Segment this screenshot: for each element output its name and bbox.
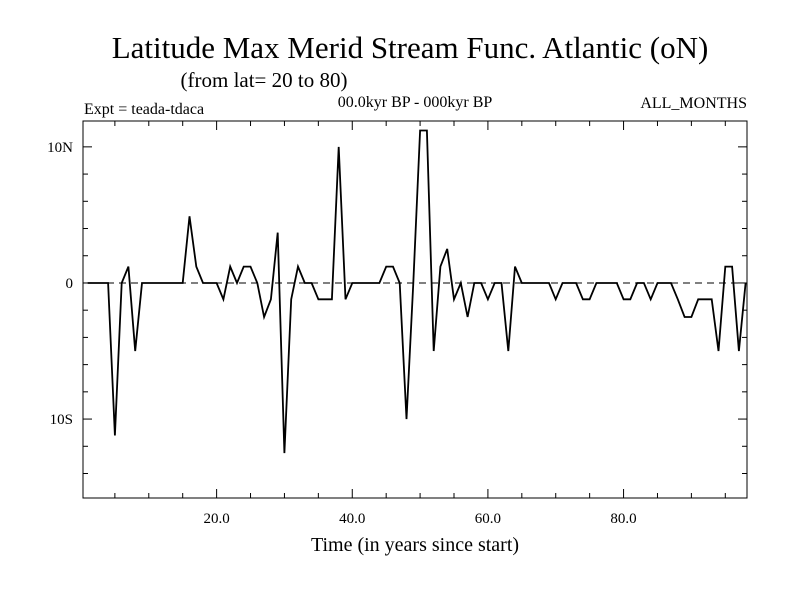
x-tick-label: 80.0 bbox=[610, 511, 636, 527]
x-tick-label: 20.0 bbox=[203, 511, 229, 527]
series-line bbox=[87, 129, 747, 454]
x-tick-label: 40.0 bbox=[339, 511, 365, 527]
y-tick-label: 10S bbox=[50, 412, 73, 428]
plot-frame bbox=[82, 120, 748, 499]
chart-title: Latitude Max Merid Stream Func. Atlantic… bbox=[112, 30, 709, 65]
chart-subtitle: (from lat= 20 to 80) bbox=[181, 68, 348, 92]
x-axis-label: Time (in years since start) bbox=[311, 534, 519, 556]
plot-area: 20.0 40.0 60.0 80.0 10N 0 10S bbox=[47, 120, 748, 527]
period-label: 00.0kyr BP - 000kyr BP bbox=[338, 94, 493, 111]
months-label: ALL_MONTHS bbox=[640, 95, 747, 112]
y-tick-label: 10N bbox=[47, 140, 73, 156]
y-tick-label: 0 bbox=[66, 276, 74, 292]
experiment-label: Expt = teada-tdaca bbox=[84, 101, 204, 118]
x-tick-label: 60.0 bbox=[475, 511, 501, 527]
